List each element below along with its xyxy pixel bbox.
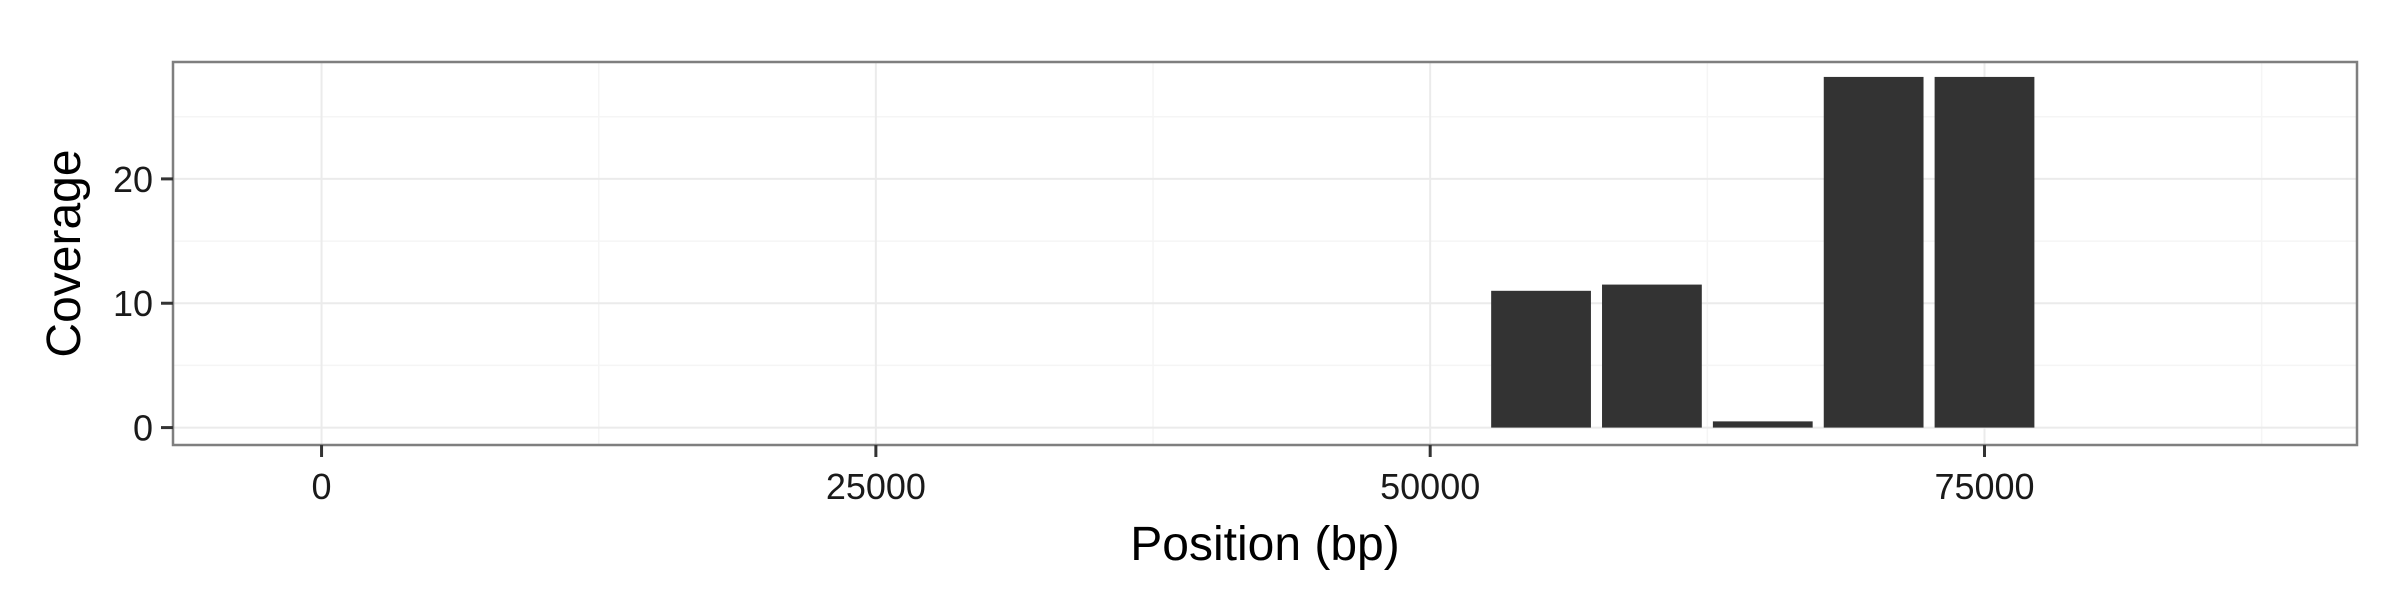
coverage-bar — [1602, 284, 1702, 428]
bar-series — [1491, 76, 2035, 428]
coverage-bar — [1934, 76, 2035, 428]
x-tick-label: 0 — [312, 466, 332, 507]
x-tick-label: 25000 — [826, 466, 926, 507]
x-tick-label: 75000 — [1934, 466, 2034, 507]
plot-panel-border — [171, 60, 2359, 447]
x-axis: 0 25000 50000 75000 — [312, 445, 2035, 507]
coverage-bar — [1491, 290, 1591, 428]
y-axis: 0 10 20 — [113, 159, 173, 449]
coverage-bar — [1823, 76, 1924, 428]
x-tick-label: 50000 — [1380, 466, 1480, 507]
y-tick-label: 0 — [133, 408, 153, 449]
y-tick-label: 10 — [113, 283, 153, 324]
y-tick-label: 20 — [113, 159, 153, 200]
coverage-bar — [1712, 421, 1813, 428]
y-axis-title: Coverage — [38, 149, 91, 357]
x-axis-title: Position (bp) — [1130, 518, 1399, 571]
